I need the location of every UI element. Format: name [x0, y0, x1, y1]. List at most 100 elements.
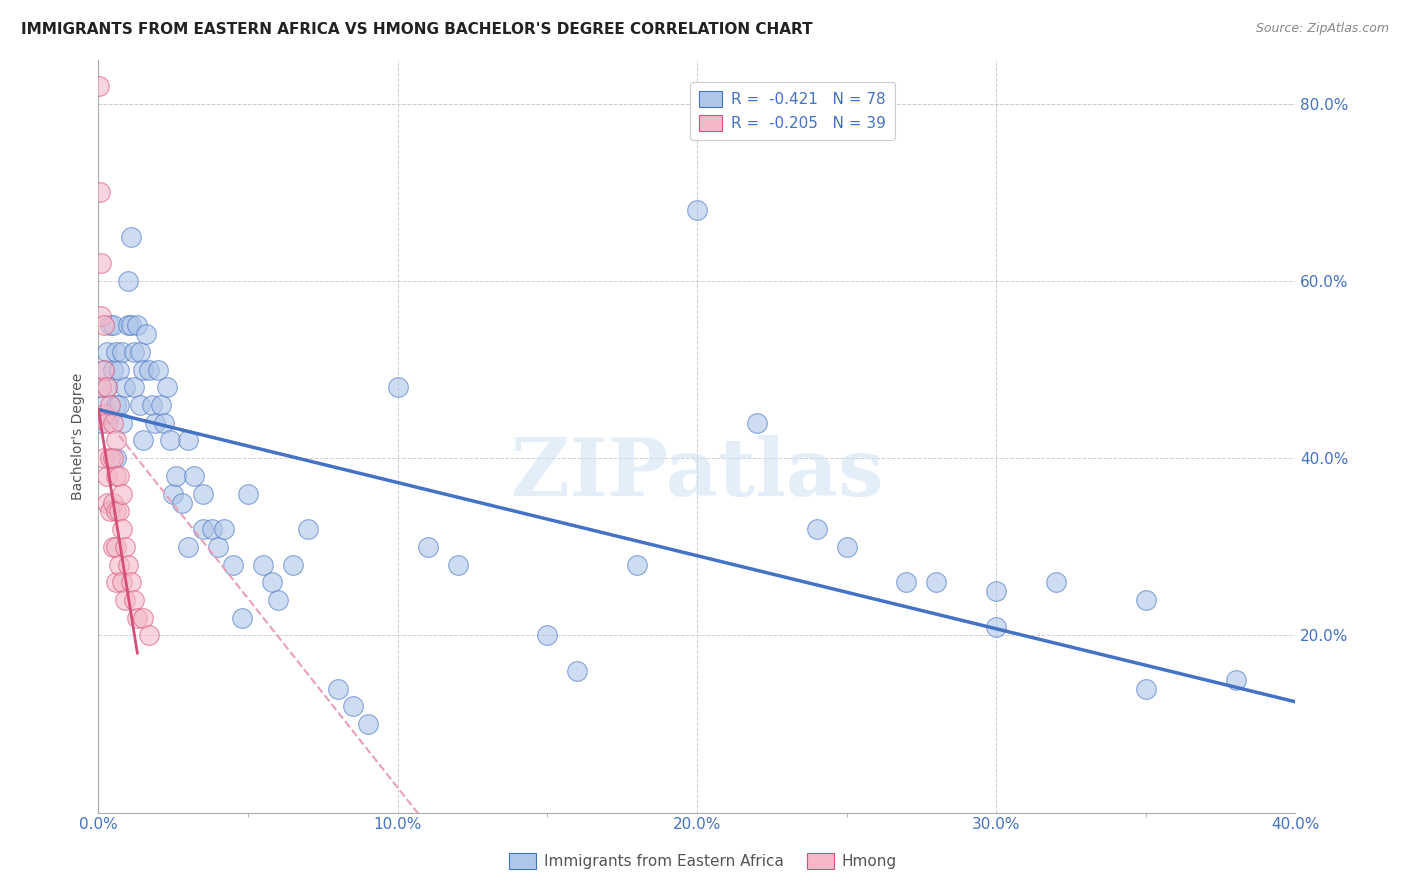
Point	[96, 380, 118, 394]
Point	[108, 469, 131, 483]
Point	[108, 558, 131, 572]
Point	[132, 362, 155, 376]
Point	[416, 540, 439, 554]
Point	[141, 398, 163, 412]
Point	[103, 362, 125, 376]
Legend: Immigrants from Eastern Africa, Hmong: Immigrants from Eastern Africa, Hmong	[503, 847, 903, 875]
Point	[100, 451, 122, 466]
Y-axis label: Bachelor's Degree: Bachelor's Degree	[72, 373, 86, 500]
Point	[896, 575, 918, 590]
Point	[686, 203, 709, 218]
Point	[114, 540, 136, 554]
Point	[132, 610, 155, 624]
Point	[105, 540, 128, 554]
Point	[281, 558, 304, 572]
Point	[127, 610, 149, 624]
Point	[138, 628, 160, 642]
Point	[129, 345, 152, 359]
Point	[103, 318, 125, 333]
Point	[143, 416, 166, 430]
Point	[156, 380, 179, 394]
Point	[138, 362, 160, 376]
Point	[207, 540, 229, 554]
Point	[96, 495, 118, 509]
Point	[96, 416, 118, 430]
Point	[105, 504, 128, 518]
Point	[1135, 681, 1157, 696]
Point	[124, 345, 146, 359]
Point	[108, 362, 131, 376]
Point	[120, 229, 142, 244]
Point	[835, 540, 858, 554]
Point	[103, 495, 125, 509]
Point	[105, 451, 128, 466]
Point	[150, 398, 173, 412]
Point	[172, 495, 194, 509]
Point	[222, 558, 245, 572]
Legend: R =  -0.421   N = 78, R =  -0.205   N = 39: R = -0.421 N = 78, R = -0.205 N = 39	[690, 82, 896, 140]
Point	[236, 486, 259, 500]
Point	[103, 451, 125, 466]
Point	[103, 540, 125, 554]
Point	[297, 522, 319, 536]
Point	[100, 504, 122, 518]
Point	[90, 416, 112, 430]
Point	[153, 416, 176, 430]
Point	[111, 522, 134, 536]
Point	[105, 345, 128, 359]
Point	[100, 398, 122, 412]
Text: IMMIGRANTS FROM EASTERN AFRICA VS HMONG BACHELOR'S DEGREE CORRELATION CHART: IMMIGRANTS FROM EASTERN AFRICA VS HMONG …	[21, 22, 813, 37]
Point	[267, 593, 290, 607]
Point	[89, 186, 111, 200]
Point	[342, 699, 364, 714]
Point	[93, 407, 115, 421]
Point	[93, 362, 115, 376]
Point	[148, 362, 170, 376]
Point	[536, 628, 558, 642]
Point	[326, 681, 349, 696]
Point	[93, 318, 115, 333]
Point	[105, 398, 128, 412]
Point	[120, 318, 142, 333]
Point	[108, 504, 131, 518]
Point	[124, 593, 146, 607]
Point	[193, 522, 215, 536]
Point	[1135, 593, 1157, 607]
Point	[925, 575, 948, 590]
Point	[120, 575, 142, 590]
Point	[114, 593, 136, 607]
Point	[177, 540, 200, 554]
Point	[387, 380, 409, 394]
Point	[100, 318, 122, 333]
Point	[177, 434, 200, 448]
Point	[117, 558, 139, 572]
Point	[201, 522, 224, 536]
Point	[165, 469, 187, 483]
Text: ZIPatlas: ZIPatlas	[510, 434, 883, 513]
Point	[446, 558, 468, 572]
Point	[159, 434, 181, 448]
Point	[193, 486, 215, 500]
Point	[567, 664, 589, 678]
Point	[745, 416, 768, 430]
Point	[96, 469, 118, 483]
Point	[117, 274, 139, 288]
Point	[260, 575, 283, 590]
Text: Source: ZipAtlas.com: Source: ZipAtlas.com	[1256, 22, 1389, 36]
Point	[127, 318, 149, 333]
Point	[626, 558, 648, 572]
Point	[124, 380, 146, 394]
Point	[252, 558, 274, 572]
Point	[1045, 575, 1067, 590]
Point	[89, 79, 111, 94]
Point	[117, 318, 139, 333]
Point	[111, 345, 134, 359]
Point	[111, 575, 134, 590]
Point	[96, 380, 118, 394]
Point	[93, 362, 115, 376]
Point	[111, 416, 134, 430]
Point	[986, 619, 1008, 633]
Point	[105, 434, 128, 448]
Point	[96, 345, 118, 359]
Point	[231, 610, 253, 624]
